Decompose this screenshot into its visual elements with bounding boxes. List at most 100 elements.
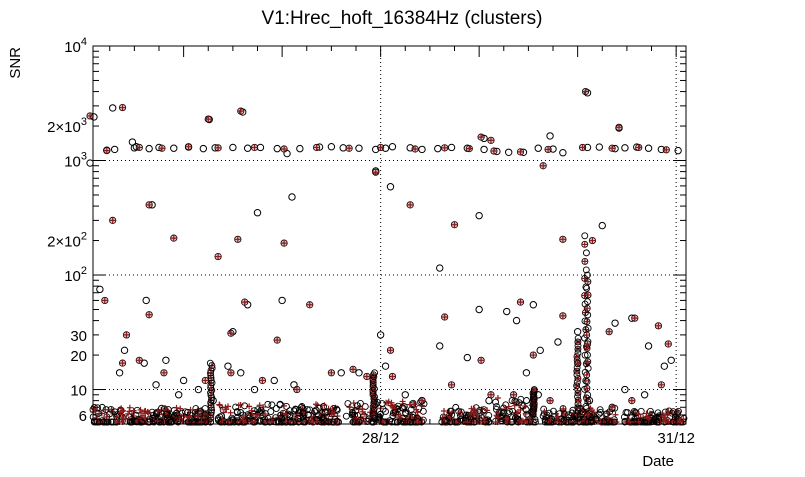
cluster-marker-circle	[320, 403, 327, 410]
streak-marker-cross	[583, 371, 590, 378]
data-point-cross	[582, 88, 589, 95]
data-point-cross	[109, 217, 116, 224]
cluster-marker-circle	[512, 398, 520, 406]
data-point-cross	[451, 221, 458, 228]
streak-marker-cross	[574, 375, 581, 382]
data-point-cross	[589, 237, 596, 244]
cluster-marker-cross	[321, 402, 328, 409]
data-point-circle	[640, 391, 649, 399]
data-points	[86, 87, 682, 411]
cluster-marker-circle	[254, 406, 262, 414]
data-point-circle	[585, 396, 594, 405]
data-point-circle	[145, 144, 153, 153]
streak-marker-cross	[583, 385, 590, 392]
cluster-marker-cross	[503, 415, 510, 422]
data-point-cross	[530, 351, 537, 359]
data-point-circle	[174, 391, 183, 399]
cluster-marker-cross	[137, 406, 144, 413]
streak-marker-circle	[584, 311, 592, 319]
cluster-marker-circle	[214, 414, 222, 422]
cluster-marker-cross	[98, 410, 105, 417]
cluster-marker-circle	[595, 410, 603, 418]
cluster-marker-cross	[331, 410, 338, 417]
data-point-circle	[381, 362, 390, 370]
data-point-cross	[274, 336, 281, 344]
data-point-circle	[278, 296, 286, 305]
cluster-marker-circle	[301, 418, 309, 426]
cluster-marker-cross	[522, 403, 529, 410]
cluster-marker-circle	[391, 409, 399, 416]
data-point-cross	[387, 347, 394, 354]
data-point-circle	[253, 209, 262, 217]
cluster-marker-circle	[133, 418, 141, 426]
data-point-cross	[241, 298, 248, 306]
streak-marker-cross	[584, 358, 591, 365]
cluster-marker-cross	[511, 402, 518, 409]
streak-marker-cross	[370, 371, 377, 378]
cluster-marker-circle	[655, 416, 663, 424]
cluster-marker-cross	[125, 410, 132, 417]
cluster-marker-cross	[145, 409, 152, 416]
streak-marker-circle	[530, 386, 538, 393]
cluster-marker-cross	[313, 401, 320, 408]
cluster-marker-cross	[413, 406, 420, 413]
data-point-cross	[101, 297, 109, 304]
cluster-marker-circle	[401, 418, 408, 426]
data-point-cross	[202, 377, 209, 384]
data-point-circle	[355, 369, 363, 377]
data-point-circle	[546, 132, 554, 140]
y-axis-label: SNR	[7, 47, 24, 79]
cluster-marker-cross	[480, 415, 487, 422]
cluster-marker-cross	[118, 405, 125, 412]
data-point-cross	[608, 404, 616, 411]
cluster-marker-circle	[493, 403, 500, 410]
cluster-marker-circle	[181, 408, 189, 416]
cluster-marker-circle	[588, 413, 595, 421]
data-point-circle	[536, 346, 544, 355]
cluster-marker-circle	[500, 409, 507, 417]
cluster-marker-circle	[184, 408, 192, 416]
cluster-marker-cross	[122, 415, 129, 422]
data-point-cross	[487, 137, 495, 144]
cluster-marker-cross	[383, 399, 390, 406]
data-point-circle	[621, 385, 629, 394]
data-point-cross	[237, 107, 244, 115]
data-point-cross	[214, 253, 222, 260]
data-point-circle	[621, 144, 629, 152]
data-point-cross	[441, 144, 448, 152]
x-tick-label: 28/12	[362, 430, 400, 447]
cluster-marker-cross	[612, 411, 619, 418]
data-point-cross	[655, 322, 662, 330]
data-point-circle	[128, 138, 137, 146]
data-point-circle	[115, 369, 124, 377]
data-point-cross	[328, 369, 335, 376]
streak-marker-cross	[573, 353, 580, 360]
data-point-cross	[227, 330, 235, 337]
data-point-circle	[224, 362, 232, 370]
cluster-marker-circle	[587, 416, 595, 424]
cluster-marker-circle	[400, 403, 408, 410]
data-point-circle	[376, 331, 385, 339]
plot-frame	[92, 45, 687, 425]
cluster-marker-cross	[163, 407, 170, 414]
streak-marker-cross	[574, 338, 581, 345]
data-point-circle	[96, 285, 104, 294]
data-point-cross	[665, 340, 672, 348]
cluster-marker-cross	[130, 407, 137, 414]
data-point-circle	[436, 264, 444, 272]
data-point-cross	[418, 397, 426, 404]
cluster-marker-cross	[248, 407, 255, 414]
cluster-marker-cross	[154, 417, 161, 424]
data-point-cross	[280, 145, 288, 153]
data-point-circle	[162, 356, 170, 364]
data-point-circle	[475, 211, 483, 220]
cluster-marker-circle	[241, 418, 249, 426]
cluster-marker-circle	[163, 410, 171, 418]
data-point-cross	[510, 391, 517, 398]
streak-marker-circle	[582, 249, 590, 257]
cluster-marker-cross	[441, 408, 448, 415]
cluster-marker-circle	[162, 411, 170, 419]
cluster-marker-cross	[505, 403, 512, 410]
cluster-marker-circle	[171, 413, 179, 421]
data-point-cross	[608, 145, 616, 152]
